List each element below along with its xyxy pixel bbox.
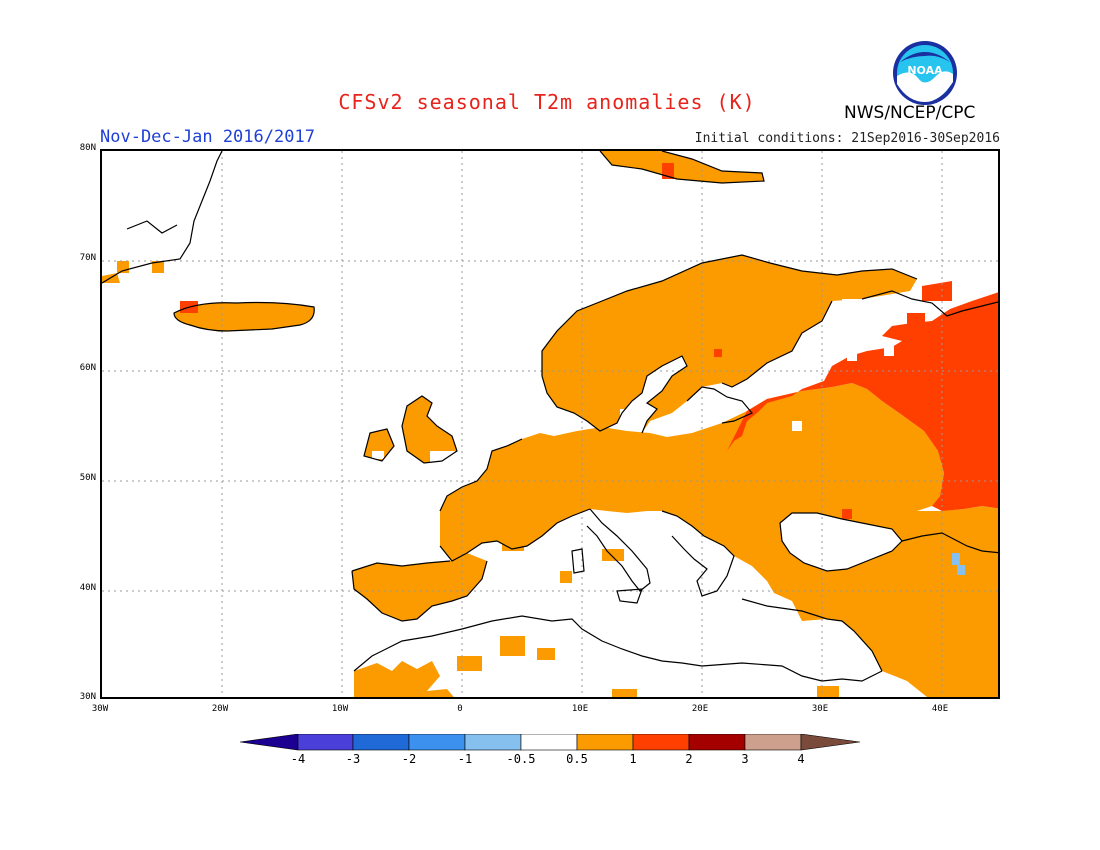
agency-label: NWS/NCEP/CPC [844,103,976,123]
colorbar-swatch-above-4 [800,734,861,751]
anomaly-map [100,149,1000,699]
chart-title: CFSv2 seasonal T2m anomalies (K) [338,90,756,114]
lat-tick-50n: 50N [79,473,96,483]
colorbar-swatch-neg3-neg2 [352,734,410,751]
colorbar-swatch-neg2-neg1 [408,734,466,751]
lat-tick-60n: 60N [79,363,96,373]
noaa-logo-icon: NOAA [893,41,957,105]
graticule [102,151,998,697]
lat-tick-70n: 70N [79,253,96,263]
colorbar-label-neg3: -3 [345,752,361,766]
anomaly-fill-neg-0.5-neg-1 [952,553,965,575]
colorbar-label-4: 4 [797,752,805,766]
lon-tick-40e: 40E [931,704,949,714]
lon-tick-30e: 30E [811,704,829,714]
colorbar-swatch-1-2 [632,734,690,751]
colorbar-label-neg2: -2 [401,752,417,766]
anomaly-fill-0.5-1 [102,151,998,697]
lon-tick-10e: 10E [571,704,589,714]
lat-tick-30n: 30N [79,692,96,702]
lon-tick-20e: 20E [691,704,709,714]
colorbar-label-3: 3 [741,752,749,766]
colorbar-label-neg1: -1 [457,752,473,766]
lon-tick-20w: 20W [211,704,229,714]
colorbar-label-1: 1 [629,752,637,766]
colorbar-swatch-neg4-neg3 [297,734,354,751]
svg-text:NOAA: NOAA [907,64,943,77]
lon-tick-10w: 10W [331,704,349,714]
initial-conditions: Initial conditions: 21Sep2016-30Sep2016 [694,131,1000,146]
colorbar-swatch-0.5-1 [576,734,634,751]
colorbar-swatch-neg1-neg0.5 [464,734,522,751]
colorbar-label-neg0.5: -0.5 [506,752,536,766]
lon-tick-30w: 30W [91,704,109,714]
lat-tick-40n: 40N [79,583,96,593]
forecast-season: Nov-Dec-Jan 2016/2017 [100,127,315,147]
coastlines [102,151,998,682]
map-canvas [102,151,998,697]
colorbar-swatch-3-4 [744,734,802,751]
lon-tick-0: 0 [457,704,463,714]
lat-tick-80n: 80N [79,143,96,153]
colorbar [240,734,861,751]
anomaly-fill-neutral [372,299,902,587]
colorbar-swatch-below-4 [240,734,299,751]
colorbar-label-0.5: 0.5 [566,752,588,766]
colorbar-label-neg4: -4 [290,752,306,766]
colorbar-swatch-2-3 [688,734,746,751]
colorbar-swatch-neutral [520,734,578,751]
colorbar-label-2: 2 [685,752,693,766]
